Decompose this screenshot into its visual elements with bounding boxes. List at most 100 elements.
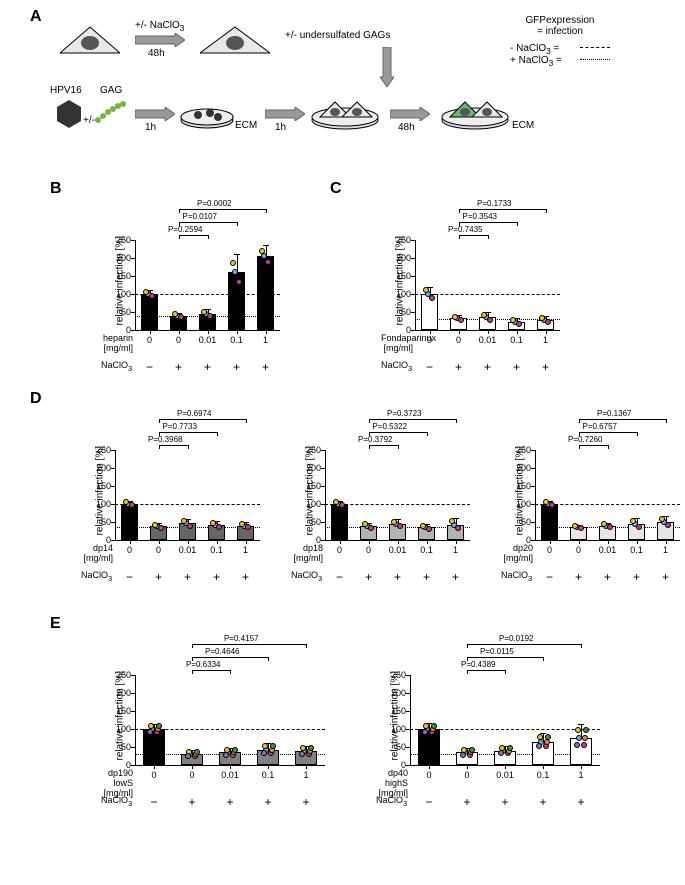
drug-label: dp20[mg/ml] (501, 543, 533, 563)
data-point (545, 734, 551, 740)
dish-icon (180, 95, 235, 130)
data-point (239, 521, 245, 527)
p-value: P=0.7733 (163, 422, 197, 431)
data-point (574, 742, 580, 748)
data-point (423, 723, 429, 729)
panel-d-label: D (30, 390, 42, 408)
drug-label: dp14[mg/ml] (81, 543, 113, 563)
arrow-icon (265, 107, 305, 121)
p-value: P=0.0192 (499, 634, 533, 643)
dotted-line-icon (580, 59, 610, 60)
bar (331, 504, 348, 540)
chart-d1: relative infection [%]0501001502002500−0… (80, 405, 285, 615)
data-point (536, 743, 542, 749)
p-value: P=0.4646 (205, 647, 239, 656)
data-point (216, 524, 222, 530)
chart-e2: relative infection [%]0501001502002500−0… (375, 630, 625, 840)
cell-icon (200, 25, 270, 55)
data-point (583, 727, 589, 733)
data-point (575, 727, 581, 733)
data-point (259, 248, 265, 254)
panel-a-label: A (30, 8, 42, 26)
p-value: P=0.0107 (183, 212, 217, 221)
data-point (539, 315, 545, 321)
time-48h: 48h (398, 122, 415, 133)
chart-d2: relative infection [%]0501001502002500−0… (290, 405, 495, 615)
pm-label: +/- (83, 115, 95, 126)
data-point (452, 314, 458, 320)
arrow-icon (135, 107, 175, 121)
data-point (582, 735, 588, 741)
bar (143, 729, 166, 765)
time-48h: 48h (148, 48, 165, 59)
drug-label: Fondaparinux[mg/ml] (381, 333, 413, 353)
p-value: P=0.3723 (387, 409, 421, 418)
bar (418, 729, 441, 765)
schematic-a: +/- NaClO3 48h +/- undersulfated GAGs GF… (50, 15, 650, 175)
data-point (194, 749, 200, 755)
naclo3-row-label: NaClO3 (291, 570, 322, 583)
data-point (223, 752, 229, 758)
dish-cells-icon (310, 90, 380, 130)
arrow-icon (390, 107, 430, 121)
data-point (299, 751, 305, 757)
naclo3-row-label: NaClO3 (101, 795, 132, 808)
data-point (236, 279, 242, 285)
naclo3-label: +/- NaClO3 (135, 20, 184, 33)
data-point (498, 750, 504, 756)
data-point (187, 523, 193, 529)
data-point (261, 253, 267, 259)
naclo3-row-label: NaClO3 (81, 570, 112, 583)
hexagon-icon (55, 100, 83, 128)
data-point (636, 524, 642, 530)
bar (257, 256, 274, 330)
p-value: P=0.5322 (373, 422, 407, 431)
time-1h: 1h (275, 122, 286, 133)
p-value: P=0.3792 (358, 435, 392, 444)
data-point (201, 309, 207, 315)
drug-label: dp40 highS[mg/ml] (376, 768, 408, 798)
p-value: P=0.1733 (477, 199, 511, 208)
hpv16-label: HPV16 (50, 85, 82, 96)
arrow-icon (135, 33, 185, 47)
dish-gfp-icon (440, 90, 510, 130)
naclo3-row-label: NaClO3 (501, 570, 532, 583)
p-value: P=0.1367 (597, 409, 631, 418)
naclo3-row-label: NaClO3 (101, 360, 132, 373)
undersulfated-label: +/- undersulfated GAGs (285, 30, 390, 41)
gag-chain-icon (93, 100, 133, 125)
data-point (232, 269, 238, 275)
chart-e1: relative infection [%]0501001502002500−0… (100, 630, 350, 840)
data-point (265, 259, 271, 265)
p-value: P=0.6974 (177, 409, 211, 418)
gfp-label: GFPexpression = infection (500, 15, 620, 37)
panel-c-label: C (330, 180, 342, 198)
ecm-label: ECM (235, 120, 257, 131)
data-point (270, 743, 276, 749)
p-value: P=0.0002 (197, 199, 231, 208)
arrow-down-icon (380, 47, 394, 87)
bar (121, 504, 138, 540)
drug-label: dp18[mg/ml] (291, 543, 323, 563)
data-point (429, 295, 435, 301)
p-value: P=0.7435 (448, 225, 482, 234)
chart-b: relative infection [%]0501001502002500−0… (100, 195, 305, 405)
plus-naclo3: + NaClO3 = (510, 55, 562, 68)
p-value: P=0.7260 (568, 435, 602, 444)
naclo3-row-label: NaClO3 (381, 360, 412, 373)
cell-icon (60, 25, 120, 55)
p-value: P=0.3543 (463, 212, 497, 221)
bar (541, 504, 558, 540)
p-value: P=0.0115 (480, 647, 514, 656)
p-value: P=0.6334 (186, 660, 220, 669)
data-point (537, 734, 543, 740)
data-point (158, 525, 164, 531)
data-point (659, 516, 665, 522)
figure: A +/- NaClO3 48h +/- undersulfated GAGs … (0, 0, 685, 885)
drug-label: dp190 lowS[mg/ml] (101, 768, 133, 798)
p-value: P=0.2594 (168, 225, 202, 234)
p-value: P=0.4157 (224, 634, 258, 643)
drug-label: heparin[mg/ml] (101, 333, 133, 353)
data-point (391, 519, 397, 525)
data-point (431, 723, 437, 729)
